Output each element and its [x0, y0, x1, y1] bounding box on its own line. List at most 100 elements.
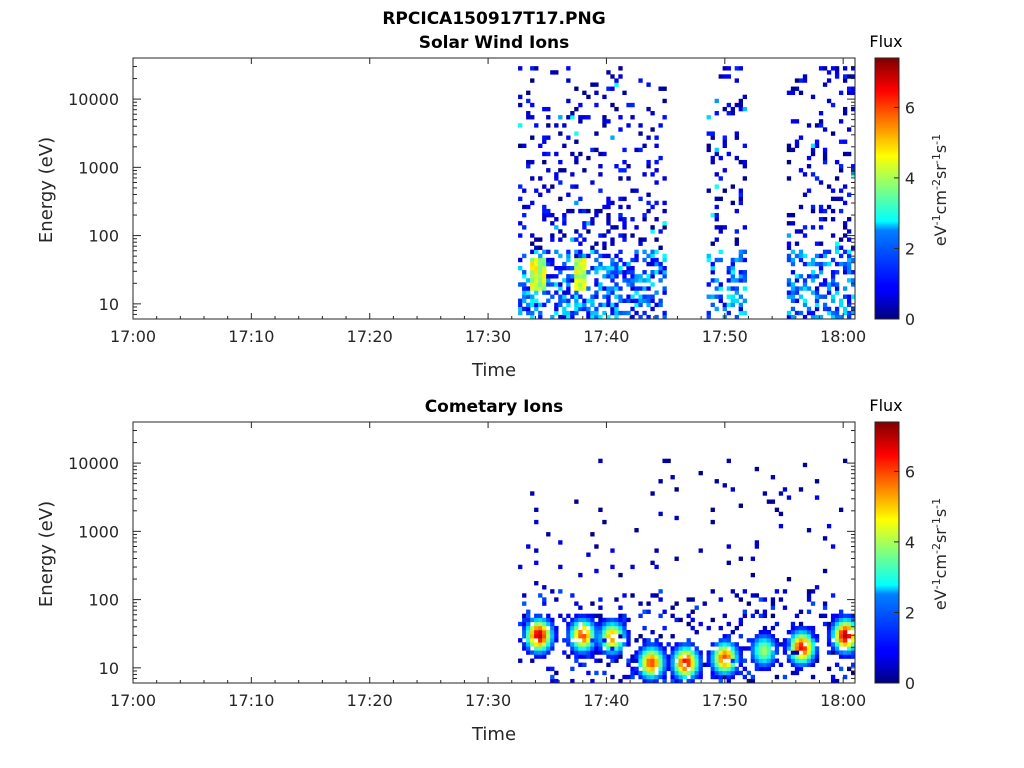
spectrogram-cell — [770, 654, 776, 659]
spectrogram-cell — [830, 544, 836, 549]
spectrogram-cell — [718, 74, 723, 79]
spectrogram-cell — [646, 208, 651, 214]
spectrogram-cell — [642, 666, 647, 672]
spectrogram-cell — [626, 102, 631, 108]
spectrogram-cell — [722, 646, 727, 651]
spectrogram-cell — [810, 658, 816, 663]
spectrogram-cell — [770, 638, 776, 643]
spectrogram-cell — [810, 654, 816, 659]
spectrogram-cell — [622, 261, 627, 267]
spectrogram-cell — [598, 314, 603, 320]
spectrogram-cell — [618, 270, 623, 275]
spectrogram-cell — [722, 483, 727, 488]
spectrogram-cell — [566, 274, 571, 279]
spectrogram-cell — [814, 123, 820, 128]
spectrogram-cell — [614, 642, 619, 647]
spectrogram-cell — [606, 286, 611, 291]
spectrogram-cell — [806, 609, 812, 614]
spectrogram-cell — [646, 298, 651, 303]
spectrogram-cell — [594, 642, 599, 647]
spectrogram-cell — [746, 646, 752, 651]
spectrogram-cell — [526, 544, 531, 549]
spectrogram-cell — [626, 265, 631, 271]
spectrogram-cell — [586, 94, 591, 100]
spectrogram-cell — [798, 274, 804, 279]
spectrogram-cell — [810, 274, 816, 279]
spectrogram-cell — [646, 666, 651, 672]
spectrogram-cell — [686, 613, 691, 619]
spectrogram-cell — [846, 642, 852, 647]
spectrogram-cell — [642, 625, 647, 631]
spectrogram-cell — [730, 302, 735, 308]
spectrogram-cell — [586, 654, 591, 659]
spectrogram-cell — [602, 642, 607, 647]
spectrogram-cell — [578, 650, 583, 655]
spectrogram-cell — [730, 294, 735, 299]
spectrogram-cell — [806, 261, 812, 267]
spectrogram-cell — [530, 241, 535, 246]
spectrogram-cell — [810, 278, 816, 283]
spectrogram-cell — [802, 646, 808, 651]
spectrogram-cell — [842, 286, 848, 291]
spectrogram-cell — [658, 613, 663, 619]
colorbar-tick-label: 0 — [905, 310, 915, 329]
spectrogram-cell — [834, 662, 840, 667]
spectrogram-cell — [838, 613, 844, 619]
spectrogram-cell — [618, 196, 623, 202]
spectrogram-cell — [582, 221, 587, 226]
spectrogram-cell — [582, 302, 587, 308]
spectrogram-cell — [754, 634, 760, 639]
spectrogram-cell — [806, 634, 812, 639]
spectrogram-cell — [846, 192, 852, 197]
spectrogram-cell — [622, 310, 627, 316]
spectrogram-cell — [734, 314, 739, 320]
spectrogram-cell — [642, 298, 647, 303]
spectrogram-cell — [606, 212, 611, 218]
spectrogram-cell — [834, 634, 840, 639]
spectrogram-cell — [574, 601, 579, 606]
spectrogram-cell — [642, 658, 647, 663]
spectrogram-cell — [742, 666, 747, 672]
spectrogram-cell — [830, 102, 836, 108]
x-tick-label: 17:50 — [702, 327, 748, 346]
spectrogram-cell — [834, 159, 840, 165]
spectrogram-cell — [670, 674, 675, 680]
spectrogram-cell — [706, 147, 711, 153]
spectrogram-cell — [650, 642, 655, 647]
spectrogram-cell — [670, 613, 675, 619]
spectrogram-cell — [810, 147, 816, 153]
spectrogram-cell — [662, 662, 667, 667]
spectrogram-cell — [606, 629, 611, 635]
spectrogram-cell — [638, 123, 643, 128]
spectrogram-cell — [590, 621, 595, 627]
spectrogram-cell — [634, 650, 639, 655]
spectrogram-cell — [642, 310, 647, 316]
spectrogram-cell — [554, 151, 559, 157]
spectrogram-cell — [654, 200, 659, 206]
spectrogram-cell — [710, 654, 715, 659]
spectrogram-cell — [602, 253, 607, 259]
x-tick-label: 18:00 — [820, 691, 866, 710]
spectrogram-cell — [758, 597, 764, 602]
spectrogram-cell — [530, 638, 535, 643]
spectrogram-cell — [810, 314, 816, 320]
spectrogram-cell — [662, 658, 667, 663]
spectrogram-cell — [710, 666, 715, 672]
spectrogram-cell — [822, 82, 828, 87]
spectrogram-cell — [522, 629, 527, 635]
spectrogram-cell — [830, 621, 836, 627]
spectrogram-cell — [622, 270, 627, 275]
spectrogram-cell — [650, 678, 655, 684]
spectrogram-cell — [518, 221, 523, 226]
spectrogram-cell — [706, 625, 711, 631]
spectrogram-cell — [814, 302, 820, 308]
spectrogram-cell — [822, 294, 828, 299]
spectrogram-cell — [610, 650, 615, 655]
spectrogram-cell — [590, 249, 595, 255]
spectrogram-cell — [822, 302, 828, 308]
spectrogram-cell — [626, 310, 631, 316]
spectrogram-cell — [742, 658, 747, 663]
spectrogram-cell — [810, 143, 816, 149]
spectrogram-cell — [518, 233, 523, 238]
spectrogram-cell — [794, 274, 800, 279]
